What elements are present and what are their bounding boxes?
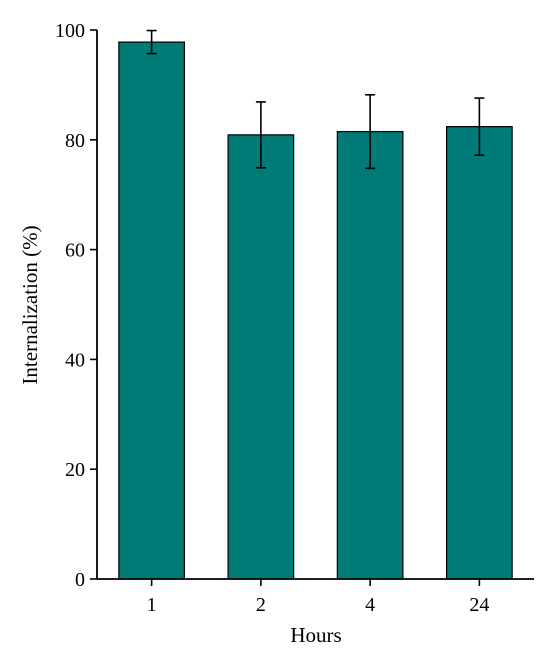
bars-group — [118, 41, 513, 580]
y-tick-label-0: 0 — [75, 569, 85, 591]
y-tick-label-100: 100 — [55, 20, 85, 42]
axes-group — [96, 30, 534, 580]
y-axis-title: Internalization (%) — [18, 225, 42, 384]
bar-24 — [446, 126, 513, 580]
y-ticks-group: 0 20 40 60 80 100 — [55, 20, 97, 591]
error-bars-group — [146, 29, 485, 170]
x-tick-label-2: 2 — [256, 594, 266, 616]
x-tick-label-24: 24 — [469, 594, 489, 616]
bar-2 — [227, 134, 295, 580]
bar-1 — [118, 41, 186, 580]
bar-4 — [336, 130, 404, 580]
x-ticks-group: 1 2 4 24 — [147, 579, 489, 616]
y-tick-label-60: 60 — [65, 240, 85, 262]
y-tick-label-40: 40 — [65, 349, 85, 371]
y-tick-label-20: 20 — [65, 459, 85, 481]
x-tick-label-4: 4 — [365, 594, 375, 616]
y-tick-label-80: 80 — [65, 130, 85, 152]
x-tick-label-1: 1 — [147, 594, 157, 616]
x-axis-title: Hours — [290, 623, 341, 647]
